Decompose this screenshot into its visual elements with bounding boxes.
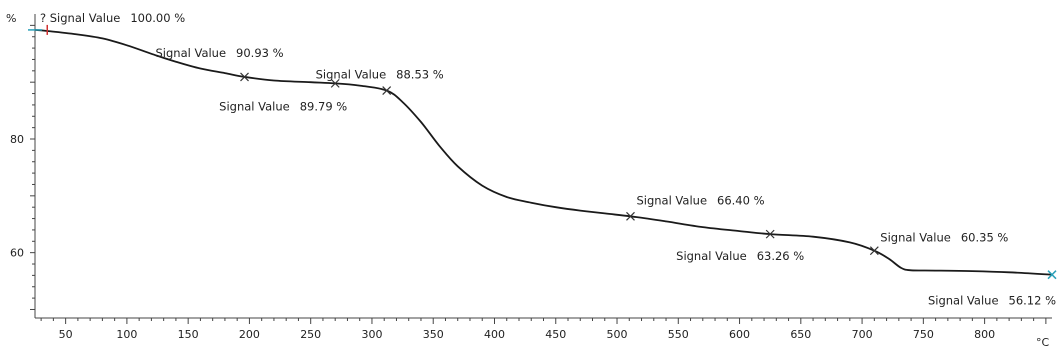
x-tick-label: 100 [116,328,137,341]
annotation-value: 66.40 % [717,193,765,207]
signal-value-annotation: Signal Value 90.93 % [155,46,283,60]
end-marker [1047,270,1057,280]
annotation-value: 89.79 % [300,99,348,113]
x-tick-label: 250 [300,328,321,341]
x-tick-label: 450 [545,328,566,341]
x-tick-label: 300 [361,328,382,341]
signal-value-annotation: Signal Value 89.79 % [219,99,347,113]
annotation-value: 88.53 % [396,68,444,82]
x-tick-label: 200 [239,328,260,341]
x-ticks: 50 100 150 200 250 300 350 400 450 500 550 600 650 70… [40,318,1047,341]
y-unit-label: % [6,12,16,25]
signal-value-annotation: Signal Value 56.12 % [928,294,1056,308]
y-ticks: 60 80 [10,24,35,310]
annotation-value: 100.00 % [130,11,185,25]
signal-value-annotation: Signal Value 60.35 % [880,231,1008,245]
x-axis: °C 50 100 150 200 250 300 350 400 450 500 550 600 65… [35,317,1052,349]
x-tick-label: 600 [729,328,750,341]
signal-value-annotation: Signal Value 66.40 % [636,193,764,207]
annotation-label: Signal Value [636,193,707,207]
annotation-label: Signal Value [219,99,290,113]
data-point-marker [626,211,635,221]
annotation-label: Signal Value [676,249,747,263]
data-point-marker [382,86,392,95]
annotation-value: 90.93 % [236,46,284,60]
signal-value-annotation: ? Signal Value 100.00 % [40,11,185,25]
data-point-marker [765,229,775,239]
y-tick-label: 60 [10,247,24,260]
weight-loss-curve [34,29,1053,276]
x-tick-label: 750 [913,328,934,341]
x-tick-label: 800 [974,328,995,341]
x-unit-label: °C [1036,336,1050,349]
x-tick-label: 700 [852,328,873,341]
data-point-marker [869,246,879,256]
annotation-label: Signal Value [316,68,387,82]
x-tick-label: 550 [668,328,689,341]
data-point-marker [240,72,249,82]
x-tick-label: 350 [423,328,444,341]
x-tick-label: 650 [790,328,811,341]
x-tick-label: 400 [484,328,505,341]
x-tick-label: 150 [178,328,199,341]
plot-area: ? Signal Value 100.00 % Signal Value 90.93 … [28,11,1057,308]
annotation-label: ? Signal Value [40,11,120,25]
x-tick-label: 50 [59,328,73,341]
annotation-label: Signal Value [928,294,999,308]
x-tick-label: 500 [607,328,628,341]
annotation-value: 60.35 % [961,231,1009,245]
annotation-label: Signal Value [155,46,226,60]
annotation-label: Signal Value [880,231,951,245]
annotation-value: 63.26 % [757,249,805,263]
data-point-marker [330,78,340,88]
signal-value-annotation: Signal Value 63.26 % [676,249,804,263]
y-tick-label: 80 [10,133,24,146]
annotation-value: 56.12 % [1009,294,1057,308]
y-axis: % 60 80 [6,12,36,318]
signal-value-annotation: Signal Value 88.53 % [316,68,444,82]
